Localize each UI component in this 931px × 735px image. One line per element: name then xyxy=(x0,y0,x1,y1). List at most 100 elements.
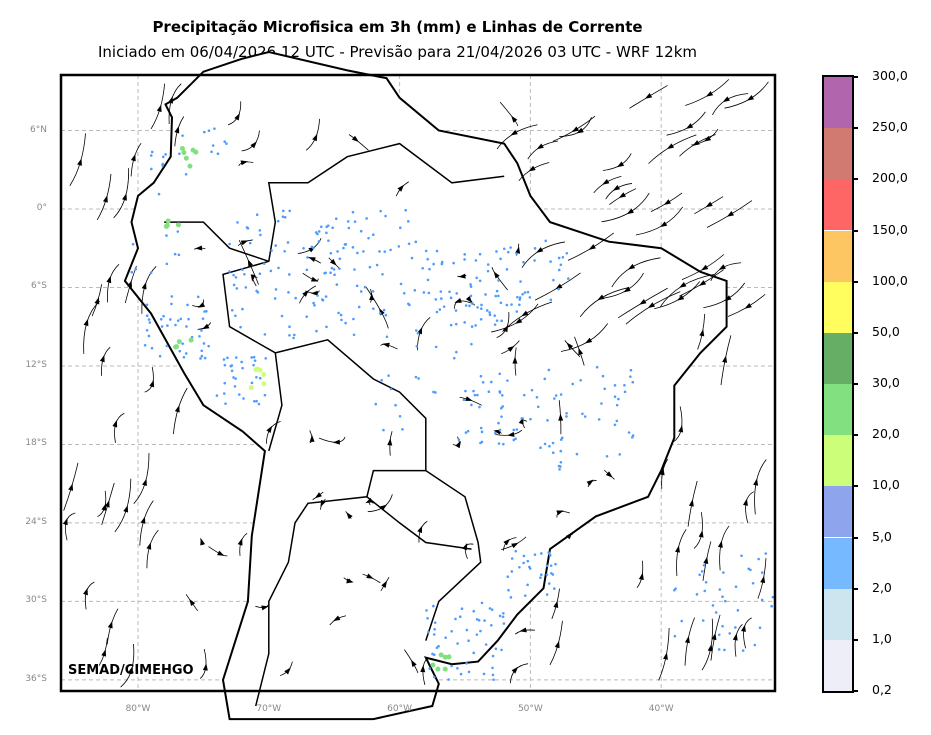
precip-cell xyxy=(198,335,201,338)
precip-cell xyxy=(203,356,207,360)
precip-cell xyxy=(549,260,552,263)
precip-cell xyxy=(529,417,532,421)
precip-cell xyxy=(471,302,474,305)
precip-cell xyxy=(150,167,153,171)
precip-cell xyxy=(184,172,188,176)
precip-cell xyxy=(543,377,547,381)
colorbar-label: 0,2 xyxy=(872,682,892,697)
streamline-arrow xyxy=(684,635,690,644)
streamline-arrow xyxy=(678,425,684,433)
streamline-arrow xyxy=(639,298,647,305)
precip-cell xyxy=(378,312,382,315)
precip-cell xyxy=(320,298,324,301)
precip-cell xyxy=(351,246,355,249)
streamline-arrow xyxy=(699,328,705,337)
precip-cell xyxy=(332,268,336,271)
precip-cell xyxy=(325,231,328,235)
precip-cell xyxy=(500,319,503,323)
lat-label: 6°S xyxy=(31,281,47,292)
precip-cell xyxy=(723,648,726,652)
precip-cell xyxy=(433,621,437,624)
streamline-arrow xyxy=(107,621,113,629)
precip-cell xyxy=(179,317,183,321)
precip-cell xyxy=(740,554,743,558)
streamline-arrow xyxy=(128,666,134,674)
precip-cell xyxy=(557,287,560,291)
streamline-arrow xyxy=(528,165,536,172)
streamline xyxy=(719,525,730,571)
colorbar xyxy=(822,75,854,693)
precip-cell xyxy=(515,252,518,256)
precip-cell xyxy=(185,325,188,328)
precip-cell xyxy=(319,225,323,229)
streamline-arrow xyxy=(605,471,613,478)
precip-cell xyxy=(178,152,181,156)
precip-cell xyxy=(613,395,617,399)
precip-cell xyxy=(518,296,522,299)
precip-cell xyxy=(554,394,558,397)
precip-cell xyxy=(528,565,531,569)
precip-cell xyxy=(426,257,429,261)
precip-cell xyxy=(175,222,181,228)
precip-cell xyxy=(523,594,527,597)
map-title: Precipitação Microfisica em 3h (mm) e Li… xyxy=(152,18,643,36)
precip-cell xyxy=(758,626,762,630)
streamline xyxy=(745,491,755,523)
precip-cell xyxy=(551,451,555,455)
precip-cell xyxy=(344,321,347,325)
streamline-arrow xyxy=(688,499,694,507)
precip-cell xyxy=(717,633,721,637)
colorbar-bin xyxy=(824,332,852,384)
streamline-arrow xyxy=(462,542,468,551)
precip-cell xyxy=(674,587,677,590)
precip-cell xyxy=(414,240,418,244)
precip-cell xyxy=(440,262,444,266)
colorbar-label: 200,0 xyxy=(872,170,908,186)
precip-cell xyxy=(452,261,455,265)
streamline xyxy=(64,512,76,541)
lon-label: 70°W xyxy=(256,704,282,714)
country-border xyxy=(254,469,426,707)
streamline-arrow xyxy=(722,355,728,363)
precip-cell xyxy=(442,666,448,672)
precip-cell xyxy=(232,273,235,277)
streamline-arrow xyxy=(510,129,518,136)
precip-cell xyxy=(458,615,462,619)
precip-cell xyxy=(397,245,401,248)
precip-cell xyxy=(771,595,775,599)
precip-cell xyxy=(241,307,244,311)
streamline xyxy=(724,81,769,109)
precip-cell xyxy=(258,376,262,380)
streamline-arrow xyxy=(156,104,162,113)
precip-cell xyxy=(500,394,504,397)
precip-cell xyxy=(353,220,357,223)
precip-cell xyxy=(276,219,280,223)
precip-cell xyxy=(241,366,244,370)
precip-cell xyxy=(210,150,213,154)
precip-cell xyxy=(305,315,309,318)
precip-cell xyxy=(234,276,238,279)
streamline-arrow xyxy=(647,302,656,309)
streamline-arrow xyxy=(511,666,519,674)
precip-cell xyxy=(433,653,436,657)
streamline-arrow xyxy=(515,246,521,254)
precip-cell xyxy=(201,317,205,320)
precip-cell xyxy=(515,428,519,431)
precip-cell xyxy=(721,595,724,599)
precip-cell xyxy=(545,564,549,568)
precip-cell xyxy=(428,267,431,271)
colorbar-bin xyxy=(824,435,852,487)
colorbar-tick xyxy=(852,127,858,130)
streamline-arrow xyxy=(309,434,315,442)
precip-cell xyxy=(484,643,488,646)
precip-cell xyxy=(480,601,484,605)
precip-cell xyxy=(235,287,239,290)
streamline xyxy=(113,168,130,219)
colorbar-bin xyxy=(824,384,852,436)
precip-cell xyxy=(224,402,227,405)
streamline xyxy=(83,300,100,354)
precip-cell xyxy=(463,253,467,256)
streamline-arrow xyxy=(195,245,203,251)
colorbar-label: 100,0 xyxy=(872,272,908,288)
precip-cell xyxy=(472,609,476,613)
